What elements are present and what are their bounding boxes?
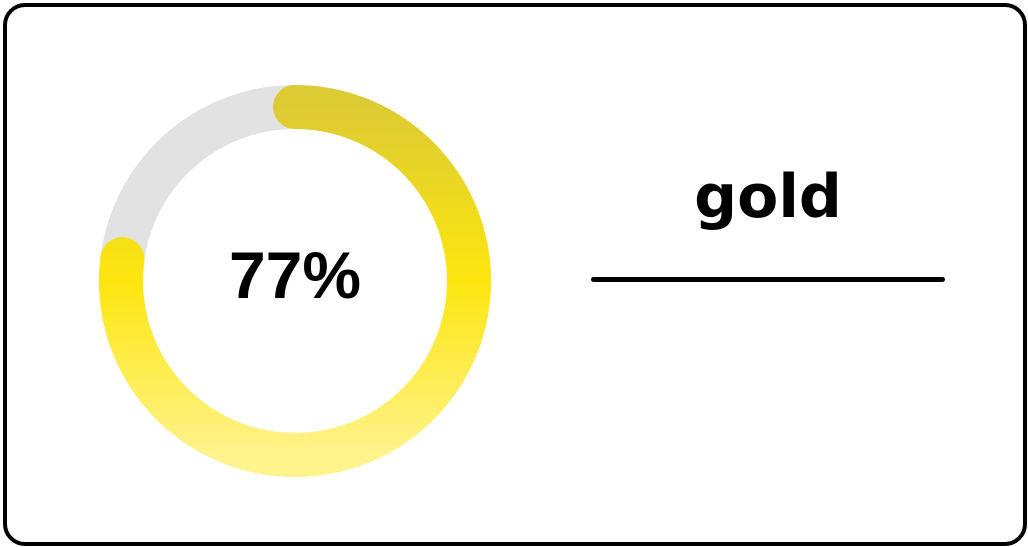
- percent-label: 77%: [228, 238, 362, 312]
- donut-svg: [99, 85, 491, 477]
- divider-line: [591, 277, 945, 282]
- progress-card: 77% gold: [3, 3, 1027, 546]
- category-label: gold: [694, 162, 842, 232]
- donut-chart: [77, 63, 513, 499]
- donut-progress-arc: [99, 85, 491, 477]
